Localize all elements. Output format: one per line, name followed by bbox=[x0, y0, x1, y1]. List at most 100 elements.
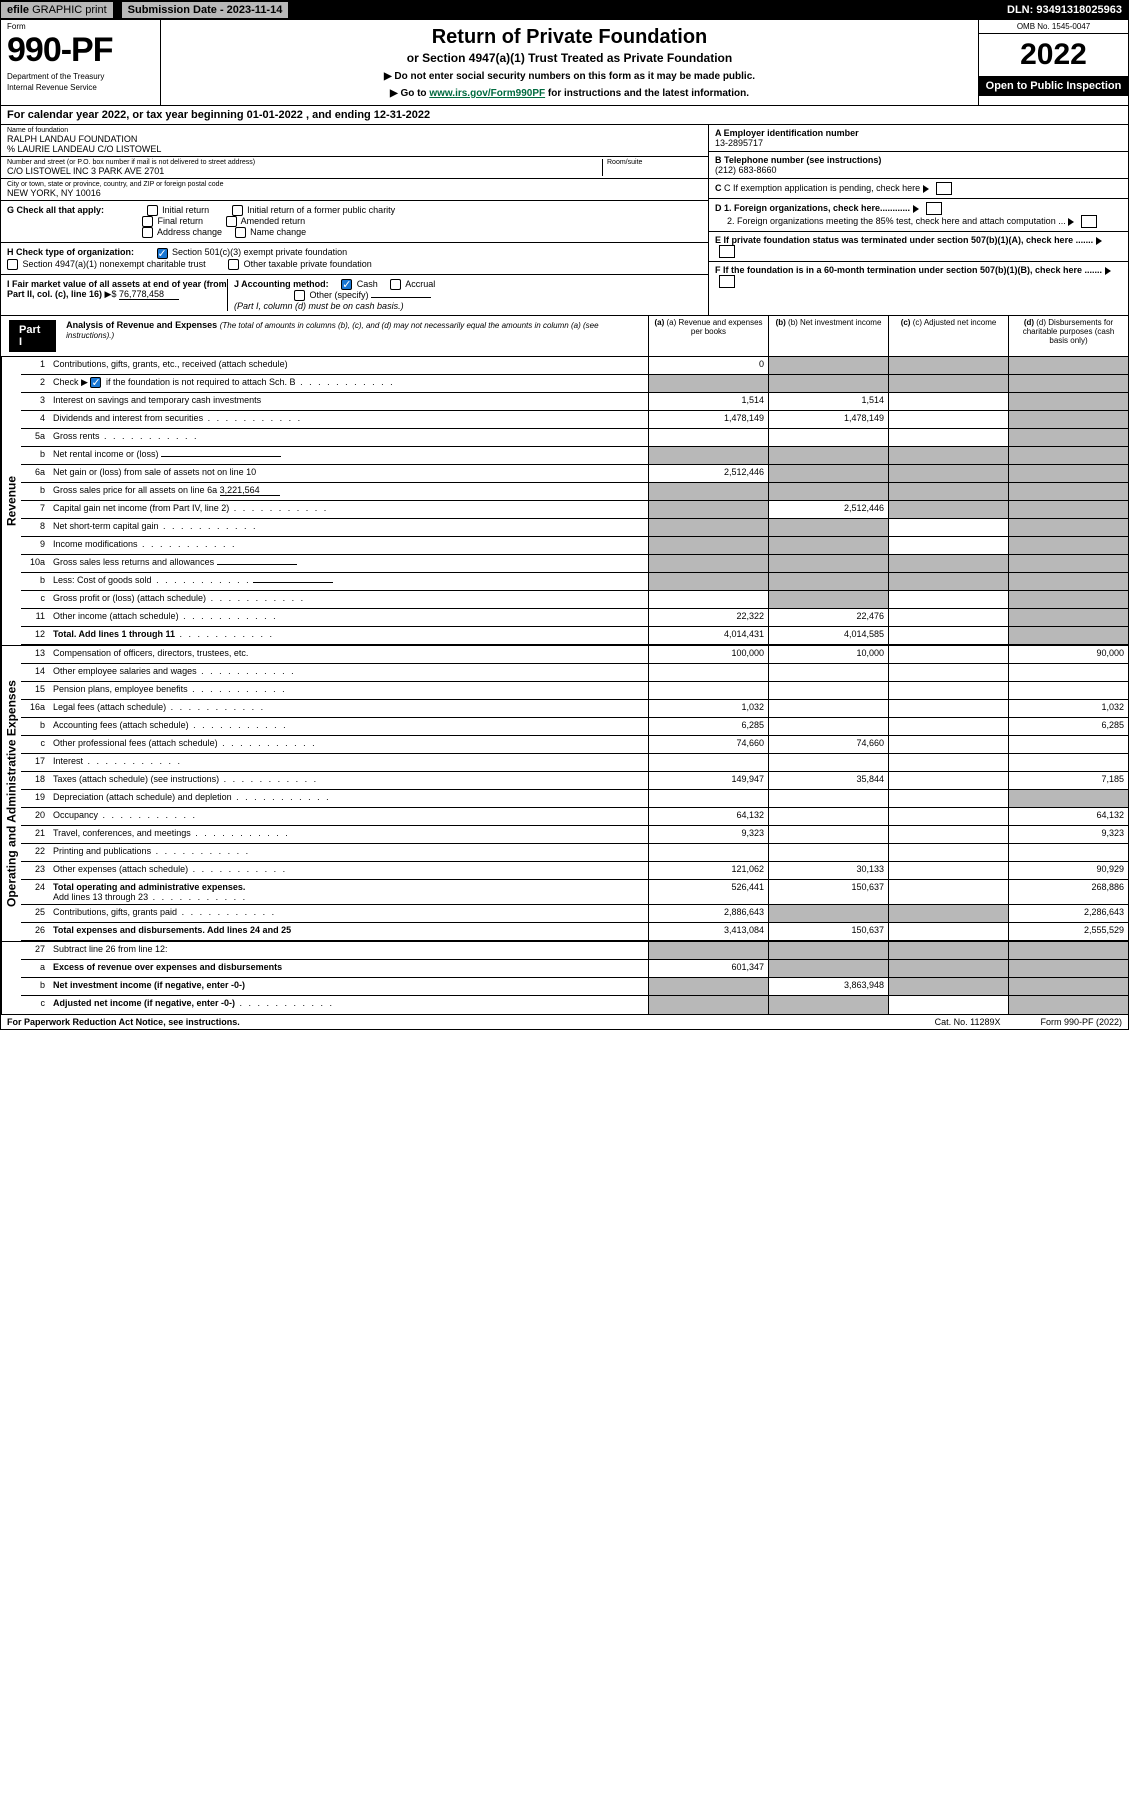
cell-a: 6,285 bbox=[648, 718, 768, 735]
chk-accrual[interactable] bbox=[390, 279, 401, 290]
cell-a: 2,512,446 bbox=[648, 465, 768, 482]
form-title: Return of Private Foundation bbox=[171, 26, 968, 49]
cell-a: 149,947 bbox=[648, 772, 768, 789]
row-desc: Less: Cost of goods sold bbox=[49, 573, 648, 590]
calendar-year-row: For calendar year 2022, or tax year begi… bbox=[0, 106, 1129, 125]
chk-c[interactable] bbox=[936, 182, 952, 195]
cell-a: 601,347 bbox=[648, 960, 768, 977]
row-desc: Travel, conferences, and meetings bbox=[49, 826, 648, 843]
c-label: C If exemption application is pending, c… bbox=[724, 183, 920, 193]
cell-a: 64,132 bbox=[648, 808, 768, 825]
e-label: E If private foundation status was termi… bbox=[715, 235, 1093, 245]
row-num: 3 bbox=[21, 393, 49, 410]
d1-label: D 1. Foreign organizations, check here..… bbox=[715, 203, 910, 213]
addr-label: Number and street (or P.O. box number if… bbox=[7, 159, 602, 166]
row-desc: Gross sales price for all assets on line… bbox=[49, 483, 648, 500]
chk-schb[interactable] bbox=[90, 377, 101, 388]
row-desc: Gross rents bbox=[49, 429, 648, 446]
row-desc: Net gain or (loss) from sale of assets n… bbox=[49, 465, 648, 482]
tax-year: 2022 bbox=[979, 34, 1128, 76]
row-num: a bbox=[21, 960, 49, 977]
i-label: I Fair market value of all assets at end… bbox=[7, 279, 227, 299]
row-desc: Interest bbox=[49, 754, 648, 771]
f-label: F If the foundation is in a 60-month ter… bbox=[715, 265, 1102, 275]
row-num: b bbox=[21, 978, 49, 995]
cell-a: 0 bbox=[648, 357, 768, 374]
row-num: 23 bbox=[21, 862, 49, 879]
row-desc: Adjusted net income (if negative, enter … bbox=[49, 996, 648, 1014]
chk-final-return[interactable] bbox=[142, 216, 153, 227]
row-desc: Total operating and administrative expen… bbox=[49, 880, 648, 904]
row-num: 25 bbox=[21, 905, 49, 922]
cell-d: 6,285 bbox=[1008, 718, 1128, 735]
cell-b: 22,476 bbox=[768, 609, 888, 626]
row-desc: Accounting fees (attach schedule) bbox=[49, 718, 648, 735]
chk-d1[interactable] bbox=[926, 202, 942, 215]
row-num: 4 bbox=[21, 411, 49, 428]
cell-b: 2,512,446 bbox=[768, 501, 888, 518]
opt-final-return: Final return bbox=[158, 216, 204, 226]
cell-b: 74,660 bbox=[768, 736, 888, 753]
chk-initial-former[interactable] bbox=[232, 205, 243, 216]
row-num: 24 bbox=[21, 880, 49, 904]
chk-initial-return[interactable] bbox=[147, 205, 158, 216]
row-num: 8 bbox=[21, 519, 49, 536]
cell-d: 90,929 bbox=[1008, 862, 1128, 879]
row-num: 19 bbox=[21, 790, 49, 807]
city-label: City or town, state or province, country… bbox=[7, 181, 702, 188]
row-num: 18 bbox=[21, 772, 49, 789]
g-label: G Check all that apply: bbox=[7, 205, 104, 215]
chk-name-change[interactable] bbox=[235, 227, 246, 238]
paperwork-notice: For Paperwork Reduction Act Notice, see … bbox=[7, 1017, 240, 1027]
chk-address-change[interactable] bbox=[142, 227, 153, 238]
cell-a: 74,660 bbox=[648, 736, 768, 753]
chk-other-method[interactable] bbox=[294, 290, 305, 301]
row-num: 21 bbox=[21, 826, 49, 843]
efile-button[interactable]: efile GRAPHIC print bbox=[1, 2, 113, 18]
b-label: B Telephone number (see instructions) bbox=[715, 155, 881, 165]
opt-4947: Section 4947(a)(1) nonexempt charitable … bbox=[23, 259, 206, 269]
row-desc: Total. Add lines 1 through 11 bbox=[49, 627, 648, 644]
row-desc: Other employee salaries and wages bbox=[49, 664, 648, 681]
row-desc: Net investment income (if negative, ente… bbox=[49, 978, 648, 995]
cell-b: 30,133 bbox=[768, 862, 888, 879]
dln: DLN: 93491318025963 bbox=[1001, 2, 1128, 18]
opt-accrual: Accrual bbox=[405, 279, 435, 289]
row-desc: Compensation of officers, directors, tru… bbox=[49, 646, 648, 663]
irs-label: Internal Revenue Service bbox=[7, 83, 154, 92]
phone-value: (212) 683-8660 bbox=[715, 165, 777, 175]
cell-b: 150,637 bbox=[768, 923, 888, 940]
form-ref: Form 990-PF (2022) bbox=[1040, 1017, 1122, 1027]
footer: For Paperwork Reduction Act Notice, see … bbox=[0, 1015, 1129, 1030]
row-num: 7 bbox=[21, 501, 49, 518]
chk-other-taxable[interactable] bbox=[228, 259, 239, 270]
row-num: 26 bbox=[21, 923, 49, 940]
col-c-head: (c) (c) Adjusted net income bbox=[888, 316, 1008, 356]
cell-a: 1,032 bbox=[648, 700, 768, 717]
ein-value: 13-2895717 bbox=[715, 138, 763, 148]
row-num: 2 bbox=[21, 375, 49, 392]
note-link: ▶ Go to www.irs.gov/Form990PF for instru… bbox=[171, 88, 968, 99]
cell-a: 1,514 bbox=[648, 393, 768, 410]
chk-d2[interactable] bbox=[1081, 215, 1097, 228]
chk-4947[interactable] bbox=[7, 259, 18, 270]
row-desc: Pension plans, employee benefits bbox=[49, 682, 648, 699]
row-desc: Other income (attach schedule) bbox=[49, 609, 648, 626]
entity-info: Name of foundation RALPH LANDAU FOUNDATI… bbox=[0, 125, 1129, 316]
chk-501c3[interactable] bbox=[157, 248, 168, 259]
a-label: A Employer identification number bbox=[715, 128, 859, 138]
open-inspection: Open to Public Inspection bbox=[979, 76, 1128, 96]
cell-d: 2,555,529 bbox=[1008, 923, 1128, 940]
row-num: 27 bbox=[21, 942, 49, 959]
chk-cash[interactable] bbox=[341, 279, 352, 290]
row-num: c bbox=[21, 591, 49, 608]
omb-number: OMB No. 1545-0047 bbox=[979, 20, 1128, 34]
j-note: (Part I, column (d) must be on cash basi… bbox=[234, 301, 404, 311]
row-desc: Subtract line 26 from line 12: bbox=[49, 942, 648, 959]
cell-b: 3,863,948 bbox=[768, 978, 888, 995]
chk-e[interactable] bbox=[719, 245, 735, 258]
row-desc: Check ▶ if the foundation is not require… bbox=[49, 375, 648, 392]
irs-link[interactable]: www.irs.gov/Form990PF bbox=[429, 88, 545, 99]
chk-f[interactable] bbox=[719, 275, 735, 288]
chk-amended[interactable] bbox=[226, 216, 237, 227]
